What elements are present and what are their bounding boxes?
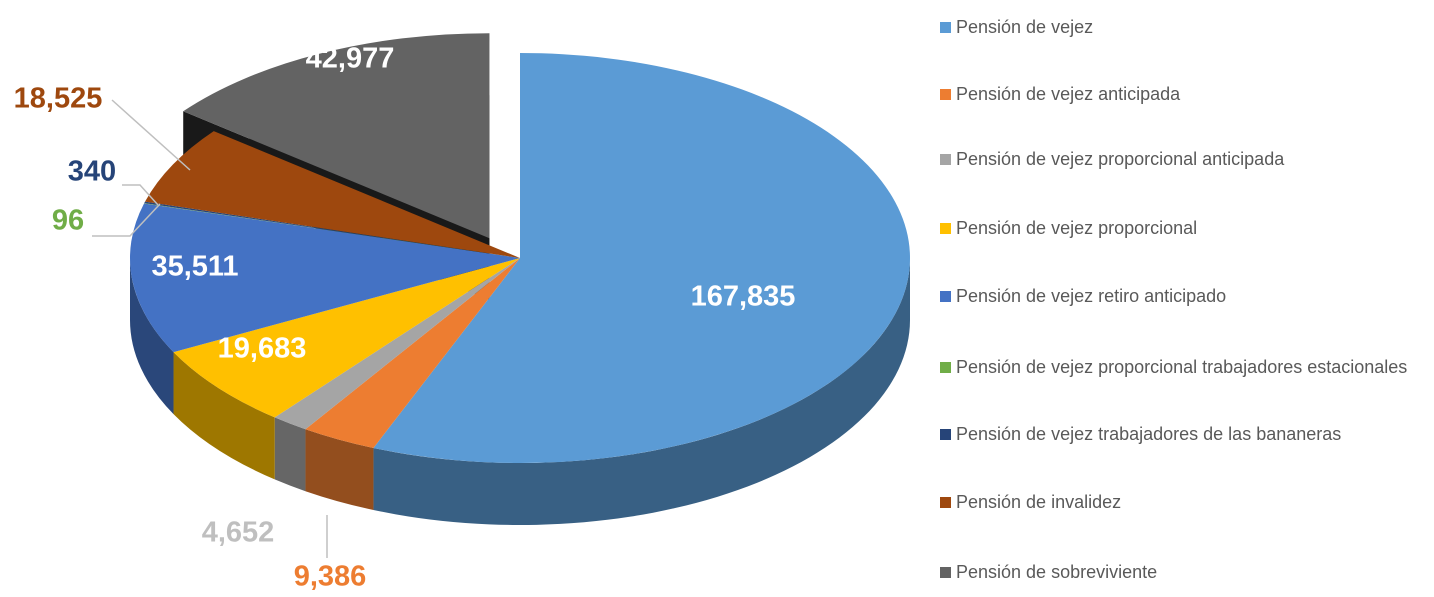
slice bbox=[144, 201, 520, 258]
legend-item: Pensión de vejez proporcional trabajador… bbox=[940, 354, 1434, 381]
legend-label: Pensión de vejez retiro anticipado bbox=[956, 286, 1227, 306]
legend-item: Pensión de vejez bbox=[940, 14, 1434, 41]
legend-label: Pensión de vejez trabajadores de las ban… bbox=[956, 424, 1342, 444]
slice-side bbox=[373, 258, 910, 525]
legend-item: Pensión de vejez retiro anticipado bbox=[940, 283, 1434, 310]
legend-swatch bbox=[940, 497, 951, 508]
data-label: 4,652 bbox=[202, 517, 275, 549]
legend-label: Pensión de vejez bbox=[956, 17, 1094, 37]
leader-lines bbox=[92, 99, 328, 558]
legend-swatch bbox=[940, 223, 951, 234]
legend-item: Pensión de invalidez bbox=[940, 489, 1434, 516]
slice-side bbox=[130, 258, 174, 415]
slice-side bbox=[173, 352, 275, 480]
legend-swatch bbox=[940, 362, 951, 373]
slice bbox=[183, 33, 490, 239]
data-label: 18,525 bbox=[14, 83, 103, 115]
legend-item: Pensión de vejez proporcional anticipada bbox=[940, 146, 1434, 173]
slice bbox=[274, 258, 520, 430]
legend-label: Pensión de vejez proporcional anticipada bbox=[956, 149, 1285, 169]
legend-swatch bbox=[940, 567, 951, 578]
legend-item: Pensión de vejez proporcional bbox=[940, 215, 1434, 242]
slice bbox=[144, 203, 520, 258]
slice-side bbox=[274, 417, 306, 492]
data-label: 42,977 bbox=[306, 43, 395, 75]
data-label: 35,511 bbox=[151, 251, 238, 283]
pie-area: 167,835 9,386 4,652 19,683 35,511 96 340 18,525… bbox=[14, 33, 910, 593]
slice bbox=[145, 131, 521, 258]
leader-line bbox=[92, 203, 161, 237]
legend-label: Pensión de vejez proporcional trabajador… bbox=[956, 357, 1408, 377]
data-label: 19,683 bbox=[218, 333, 307, 365]
leader-line bbox=[111, 99, 191, 171]
slice bbox=[305, 258, 520, 448]
legend-swatch bbox=[940, 22, 951, 33]
legend-label: Pensión de vejez anticipada bbox=[956, 84, 1181, 104]
legend-swatch bbox=[940, 291, 951, 302]
data-label: 340 bbox=[68, 156, 116, 188]
data-label: 167,835 bbox=[691, 281, 796, 313]
slice bbox=[130, 203, 520, 353]
data-label: 9,386 bbox=[294, 561, 367, 593]
slice bbox=[373, 53, 910, 463]
legend-label: Pensión de vejez proporcional bbox=[956, 218, 1198, 238]
legend-item: Pensión de sobreviviente bbox=[940, 559, 1434, 586]
slice bbox=[173, 258, 520, 418]
legend-item: Pensión de vejez anticipada bbox=[940, 81, 1434, 108]
legend-swatch bbox=[940, 429, 951, 440]
legend-label: Pensión de invalidez bbox=[956, 492, 1122, 512]
legend-swatch bbox=[940, 89, 951, 100]
legend-item: Pensión de vejez trabajadores de las ban… bbox=[940, 421, 1434, 448]
data-label: 96 bbox=[52, 205, 84, 237]
leader-line bbox=[122, 184, 159, 206]
legend-label: Pensión de sobreviviente bbox=[956, 562, 1158, 582]
slice-side bbox=[305, 429, 374, 510]
legend-swatch bbox=[940, 154, 951, 165]
pie bbox=[130, 33, 910, 525]
